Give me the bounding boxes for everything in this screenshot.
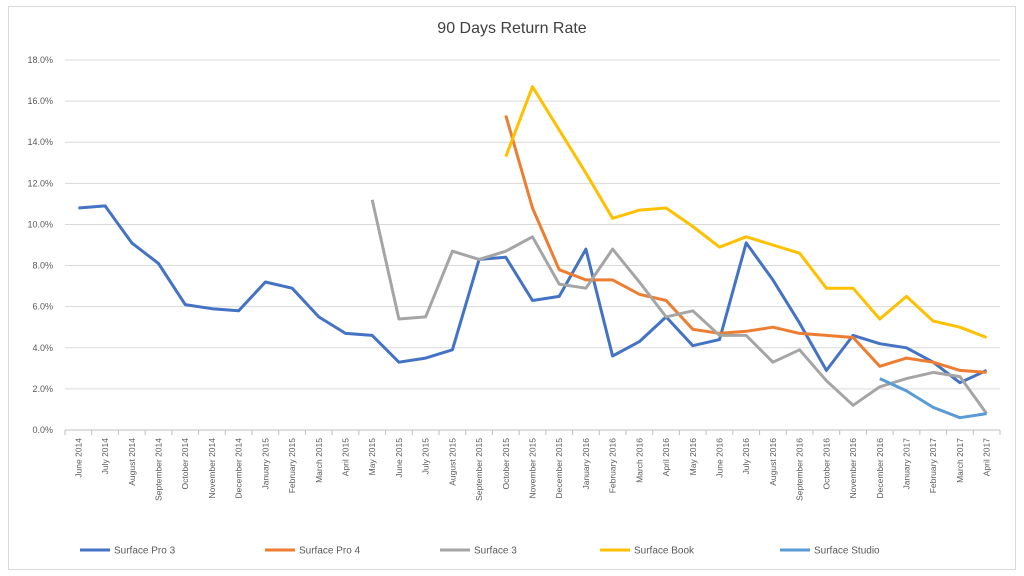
x-tick-label: February 2016 bbox=[608, 438, 618, 494]
x-tick-label: September 2016 bbox=[795, 438, 805, 501]
legend-label: Surface 3 bbox=[474, 546, 517, 557]
x-tick-label: April 2015 bbox=[341, 438, 351, 477]
series-lines bbox=[78, 85, 988, 420]
x-tick-label: June 2016 bbox=[715, 438, 725, 478]
x-tick-label: November 2014 bbox=[207, 438, 217, 499]
x-tick-label: August 2015 bbox=[447, 438, 457, 486]
x-axis-ticks: June 2014 July 2014 August 2014 September 2… bbox=[64, 429, 1001, 501]
x-tick-label: October 2015 bbox=[501, 438, 511, 490]
x-tick-label: January 2017 bbox=[902, 438, 912, 490]
chart-title: 90 Days Return Rate bbox=[437, 20, 587, 37]
x-tick-label: November 2015 bbox=[528, 438, 538, 499]
x-tick-label: November 2016 bbox=[848, 438, 858, 499]
y-tick-label: 16.0% bbox=[27, 96, 53, 106]
legend-label: Surface Pro 3 bbox=[114, 546, 176, 557]
y-tick-label: 14.0% bbox=[27, 137, 53, 147]
x-tick-label: January 2015 bbox=[260, 438, 270, 490]
x-tick-label: July 2015 bbox=[421, 438, 431, 475]
y-tick-label: 18.0% bbox=[27, 55, 53, 65]
gridlines bbox=[65, 59, 1000, 431]
x-tick-label: June 2014 bbox=[73, 438, 83, 478]
series-line-surface-pro-4 bbox=[504, 115, 987, 374]
series-line-surface-book bbox=[504, 85, 988, 339]
legend-label: Surface Studio bbox=[814, 546, 880, 557]
x-tick-label: January 2016 bbox=[581, 438, 591, 490]
legend-label: Surface Book bbox=[634, 546, 695, 557]
x-tick-label: May 2016 bbox=[688, 438, 698, 476]
x-tick-label: July 2016 bbox=[741, 438, 751, 475]
x-tick-label: June 2015 bbox=[394, 438, 404, 478]
legend: Surface Pro 3 Surface Pro 4 Surface 3 Surfa… bbox=[80, 546, 880, 557]
x-tick-label: April 2017 bbox=[982, 438, 992, 477]
x-tick-label: August 2016 bbox=[768, 438, 778, 486]
x-tick-label: August 2014 bbox=[127, 438, 137, 486]
x-tick-label: September 2015 bbox=[474, 438, 484, 501]
x-tick-label: December 2015 bbox=[554, 438, 564, 499]
x-tick-label: May 2015 bbox=[367, 438, 377, 476]
y-axis-ticks: 0.0% 2.0% 4.0% 6.0% 8.0% 10.0% 12.0% 14.0% 16.0%… bbox=[27, 55, 53, 435]
x-tick-label: December 2016 bbox=[875, 438, 885, 499]
x-tick-label: October 2014 bbox=[180, 438, 190, 490]
y-tick-label: 4.0% bbox=[32, 343, 53, 353]
x-tick-label: March 2016 bbox=[634, 438, 644, 483]
x-tick-label: March 2015 bbox=[314, 438, 324, 483]
x-tick-label: February 2017 bbox=[928, 438, 938, 494]
x-tick-label: September 2014 bbox=[154, 438, 164, 501]
y-tick-label: 6.0% bbox=[32, 302, 53, 312]
x-tick-label: July 2014 bbox=[100, 438, 110, 475]
series-line-surface-pro-3 bbox=[78, 204, 988, 385]
x-tick-label: December 2014 bbox=[234, 438, 244, 499]
y-tick-label: 10.0% bbox=[27, 219, 53, 229]
x-tick-label: March 2017 bbox=[955, 438, 965, 483]
y-tick-label: 8.0% bbox=[32, 261, 53, 271]
x-tick-label: April 2016 bbox=[661, 438, 671, 477]
x-tick-label: October 2016 bbox=[821, 438, 831, 490]
legend-label: Surface Pro 4 bbox=[299, 546, 361, 557]
y-tick-label: 12.0% bbox=[27, 178, 53, 188]
y-tick-label: 0.0% bbox=[32, 425, 53, 435]
series-line-surface-studio bbox=[879, 377, 987, 420]
x-tick-label: February 2015 bbox=[287, 438, 297, 494]
y-tick-label: 2.0% bbox=[32, 384, 53, 394]
series-line-surface-3 bbox=[370, 199, 988, 415]
